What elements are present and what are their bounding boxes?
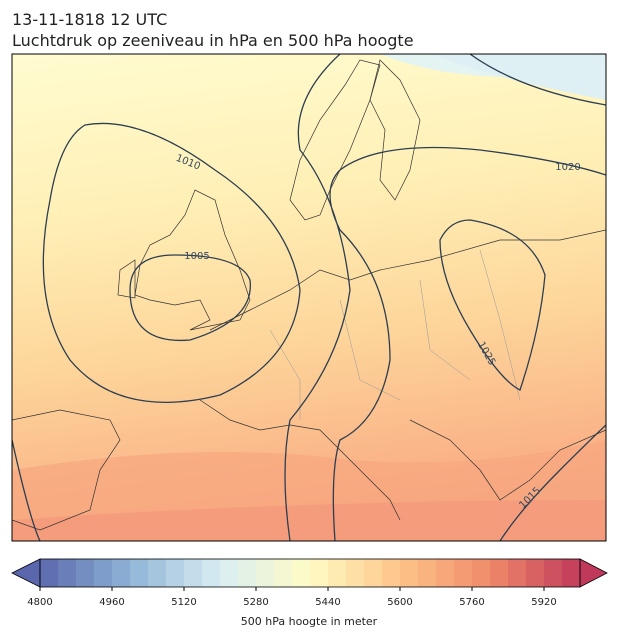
tick-label: 5920: [531, 597, 556, 608]
colorbar-band: [508, 559, 527, 587]
colorbar-band: [274, 559, 293, 587]
colorbar-frame: [39, 558, 581, 588]
colorbar-extend-high: [579, 558, 608, 588]
colorbar-band: [256, 559, 275, 587]
colorbar-extend-low: [11, 558, 41, 588]
colorbar-band: [382, 559, 401, 587]
colorbar-band: [40, 559, 59, 587]
map: 1010 1005 1020 1025 1015: [12, 54, 606, 541]
colorbar-band: [112, 559, 131, 587]
colorbar-band: [454, 559, 473, 587]
tick-label: 5600: [387, 597, 412, 608]
colorbar-band: [166, 559, 185, 587]
tick-label: 5280: [243, 597, 268, 608]
tick-label: 5120: [171, 597, 196, 608]
contour-label: 1005: [184, 251, 209, 262]
colorbar-band: [130, 559, 149, 587]
colorbar-band: [328, 559, 347, 587]
colorbar-band: [526, 559, 545, 587]
colorbar-band: [94, 559, 113, 587]
colorbar-band: [436, 559, 455, 587]
colorbar-band: [346, 559, 365, 587]
colorbar-band: [400, 559, 419, 587]
map-frame: [11, 53, 607, 542]
colorbar-band: [58, 559, 77, 587]
colorbar-band: [202, 559, 221, 587]
tick-label: 4960: [99, 597, 124, 608]
colorbar-band: [544, 559, 563, 587]
colorbar-band: [418, 559, 437, 587]
colorbar-band: [148, 559, 167, 587]
tick-label: 5760: [459, 597, 484, 608]
colorbar-band: [364, 559, 383, 587]
colorbar-band: [184, 559, 203, 587]
map-title: Luchtdruk op zeeniveau in hPa en 500 hPa…: [12, 31, 414, 50]
colorbar-band: [292, 559, 311, 587]
tick-label: 5440: [315, 597, 340, 608]
contour-label: 1020: [555, 162, 580, 173]
colorbar: 4800 4960 5120 5280 5440 5600 5760 5920: [11, 558, 608, 608]
colorbar-band: [562, 559, 581, 587]
tick-label: 4800: [27, 597, 52, 608]
date-title: 13-11-1818 12 UTC: [12, 10, 167, 29]
colorbar-band: [472, 559, 491, 587]
colorbar-band: [490, 559, 509, 587]
colorbar-band: [238, 559, 257, 587]
colorbar-band: [310, 559, 329, 587]
colorbar-band: [220, 559, 239, 587]
colorbar-band: [76, 559, 95, 587]
colorbar-label: 500 hPa hoogte in meter: [241, 615, 378, 628]
